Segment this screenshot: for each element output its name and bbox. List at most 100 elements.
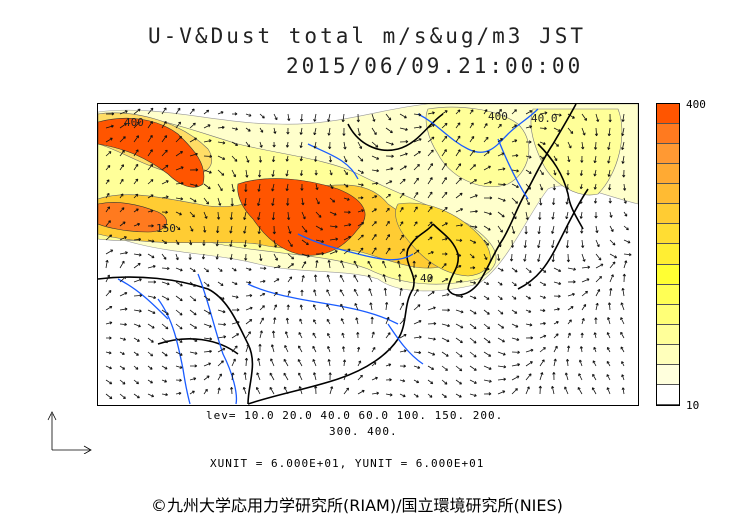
wind-arrow <box>189 390 195 395</box>
wind-arrow <box>483 267 490 271</box>
wind-arrow <box>367 260 373 269</box>
wind-arrow <box>553 321 559 325</box>
wind-arrow <box>413 249 420 255</box>
wind-arrow <box>257 211 261 221</box>
wind-arrow <box>564 386 569 395</box>
wind-arrow <box>217 125 225 130</box>
wind-arrow <box>620 346 625 353</box>
wind-arrow <box>119 251 128 255</box>
wind-arrow <box>299 155 303 162</box>
wind-arrow <box>189 351 198 355</box>
wind-arrow <box>271 197 275 206</box>
wind-arrow <box>161 309 169 315</box>
wind-arrow <box>215 253 219 260</box>
wind-arrow <box>245 331 251 339</box>
wind-arrow <box>623 211 628 217</box>
wind-arrow <box>175 337 183 343</box>
color-scale-bar <box>656 103 680 406</box>
wind-arrow <box>427 124 435 129</box>
wind-arrow <box>413 113 422 117</box>
wind-arrow <box>119 207 125 213</box>
wind-arrow <box>497 197 506 202</box>
wind-arrow <box>483 253 488 261</box>
wind-arrow <box>497 323 505 329</box>
wind-arrow <box>203 362 212 367</box>
wind-arrow <box>313 127 317 136</box>
wind-arrow <box>161 295 170 301</box>
wind-arrow <box>553 155 558 162</box>
dust-high-region <box>237 178 366 256</box>
wind-arrow <box>245 306 253 311</box>
wind-arrow <box>329 211 337 216</box>
color-scale-segment <box>657 124 679 145</box>
wind-arrow <box>483 123 488 129</box>
contour-labels: 400 150 40 400 40.0 <box>124 110 558 285</box>
wind-arrow <box>243 211 247 220</box>
wind-arrow <box>203 267 209 273</box>
wind-arrow <box>217 309 226 314</box>
wind-arrow <box>133 365 139 370</box>
wind-arrow <box>566 253 570 263</box>
wind-arrow <box>285 141 290 148</box>
wind-arrow <box>269 386 275 395</box>
wind-arrow <box>147 209 154 213</box>
color-scale-segment <box>657 264 679 285</box>
wind-arrow <box>567 113 575 119</box>
wind-arrow <box>259 317 264 325</box>
wind-arrow <box>581 290 588 297</box>
wind-arrow <box>427 191 433 199</box>
wind-arrow <box>105 112 115 116</box>
wind-arrow <box>525 155 532 159</box>
wind-arrow <box>119 149 125 157</box>
wind-arrow <box>511 375 520 381</box>
wind-arrow <box>399 113 407 119</box>
color-scale-segment <box>657 244 679 265</box>
wind-arrow <box>133 351 139 356</box>
wind-arrow <box>105 220 111 227</box>
wind-arrow <box>189 239 193 246</box>
wind-arrow <box>270 358 275 367</box>
wind-arrow <box>105 290 112 297</box>
wind-arrow <box>564 372 569 381</box>
wind-arrow <box>133 323 141 328</box>
wind-arrow <box>455 265 462 269</box>
wind-arrow <box>621 387 625 395</box>
wind-arrow <box>565 358 570 367</box>
wind-arrow <box>371 181 379 186</box>
wind-arrow <box>297 359 303 367</box>
wind-arrow <box>497 239 502 248</box>
wind-arrow <box>147 107 154 115</box>
wind-arrow <box>343 155 348 163</box>
wind-arrow <box>371 113 376 122</box>
wind-arrow <box>203 124 211 129</box>
wind-arrow <box>427 261 432 269</box>
wind-arrow <box>413 164 420 171</box>
wind-arrow <box>469 365 477 371</box>
wind-arrow <box>497 281 503 286</box>
wind-arrow <box>539 267 547 273</box>
wind-arrow <box>161 239 168 244</box>
wind-arrow <box>497 337 505 343</box>
wind-arrow <box>147 337 154 343</box>
wind-arrow <box>371 234 377 241</box>
wind-arrow <box>469 337 477 344</box>
wind-arrow <box>399 178 406 185</box>
wind-arrow <box>343 197 350 201</box>
wind-arrow <box>161 351 168 357</box>
wind-arrow <box>203 281 210 287</box>
wind-arrow <box>441 135 448 143</box>
wind-arrow <box>623 260 628 269</box>
wind-arrow <box>553 294 561 298</box>
wind-arrow <box>356 331 360 339</box>
wind-arrow <box>286 304 290 311</box>
wind-arrow <box>511 124 517 129</box>
wind-arrow <box>287 253 295 260</box>
wind-arrow <box>258 169 262 178</box>
wind-arrow <box>511 323 519 328</box>
wind-arrow <box>203 211 208 219</box>
wind-arrow <box>119 164 124 171</box>
wind-arrow <box>525 386 530 395</box>
wind-arrow <box>606 332 611 339</box>
wind-arrow <box>133 208 139 213</box>
wind-arrow <box>119 123 127 129</box>
